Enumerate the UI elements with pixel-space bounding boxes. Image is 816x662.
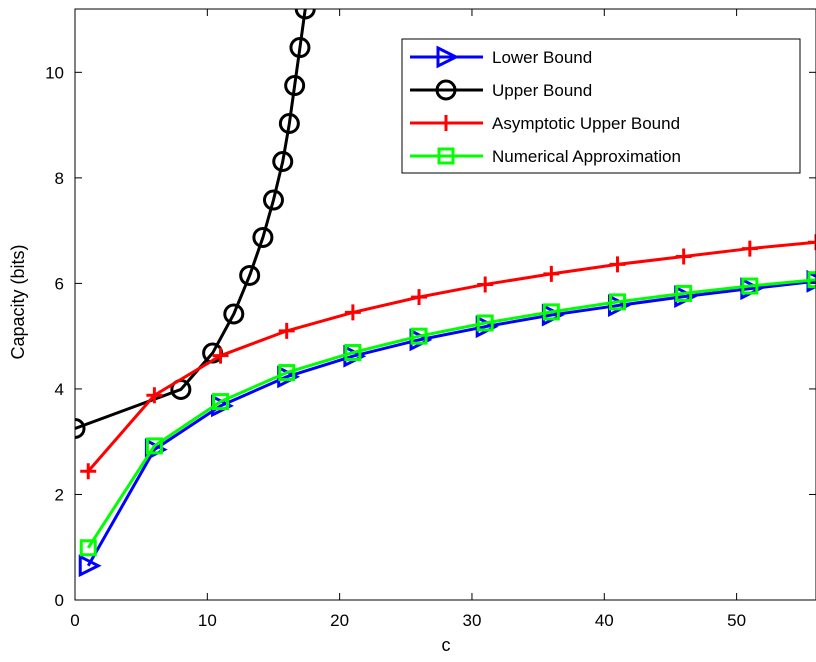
data-point — [278, 322, 295, 339]
legend-entry: Upper Bound — [410, 79, 592, 101]
data-point — [212, 393, 230, 411]
legend-marker — [435, 79, 457, 101]
legend-box — [401, 38, 801, 174]
data-point — [252, 226, 274, 248]
data-point — [79, 539, 97, 557]
legend-label: Numerical Approximation — [492, 147, 681, 166]
y-tick-label: 10 — [45, 63, 64, 82]
data-point — [741, 277, 759, 295]
data-point — [675, 284, 693, 302]
x-tick-label: 40 — [595, 611, 614, 630]
data-point — [542, 303, 560, 321]
y-tick-label: 8 — [55, 169, 64, 188]
series-line — [86, 278, 816, 549]
legend: Lower Bound Upper Bound Asymptotic Upper B… — [401, 38, 801, 174]
data-point — [609, 256, 626, 273]
data-point — [808, 234, 816, 251]
data-point — [78, 554, 102, 578]
data-point — [262, 189, 284, 211]
data-point — [543, 265, 560, 282]
legend-marker — [437, 147, 455, 165]
y-tick-label: 6 — [55, 274, 64, 293]
data-point — [807, 271, 816, 289]
series-layer — [75, 9, 816, 578]
data-point — [477, 276, 494, 293]
ticks-layer: 0 10 20 30 40 50 0 2 4 6 8 10 — [45, 9, 816, 630]
data-point — [223, 303, 245, 325]
data-point — [294, 9, 316, 20]
x-tick-label: 10 — [198, 611, 217, 630]
data-point — [476, 314, 494, 332]
data-point — [609, 293, 627, 311]
data-point — [344, 344, 362, 362]
data-point — [411, 289, 428, 306]
data-point — [278, 113, 300, 135]
x-axis-label: c — [442, 635, 451, 655]
x-tick-label: 30 — [463, 611, 482, 630]
series-line — [86, 279, 816, 567]
series-upper-bound — [75, 9, 316, 440]
legend-marker — [438, 115, 454, 131]
series-line — [87, 240, 816, 473]
series-numerical-approximation — [79, 271, 816, 557]
legend-entry: Asymptotic Upper Bound — [410, 114, 680, 133]
legend-label: Upper Bound — [492, 81, 592, 100]
data-point — [344, 304, 361, 321]
series-asymptotic-upper-bound — [80, 234, 816, 480]
y-tick-label: 2 — [55, 485, 64, 504]
data-point — [272, 150, 294, 172]
legend-entry: Numerical Approximation — [410, 147, 681, 166]
legend-label: Asymptotic Upper Bound — [492, 114, 680, 133]
data-point — [278, 364, 296, 382]
data-point — [80, 463, 97, 480]
data-point — [284, 75, 306, 97]
legend-marker — [436, 45, 460, 69]
plot-frame — [74, 8, 816, 601]
data-point — [146, 387, 163, 404]
data-point — [289, 37, 311, 59]
data-point — [410, 327, 428, 345]
x-tick-label: 50 — [727, 611, 746, 630]
data-point — [741, 240, 758, 257]
data-point — [145, 437, 163, 455]
legend-entry: Lower Bound — [410, 45, 592, 69]
data-point — [75, 418, 86, 440]
y-tick-label: 0 — [55, 591, 64, 610]
data-point — [675, 248, 692, 265]
legend-label: Lower Bound — [492, 48, 592, 67]
x-tick-label: 20 — [330, 611, 349, 630]
data-point — [212, 347, 229, 364]
x-tick-label: 0 — [70, 611, 79, 630]
data-point — [239, 264, 261, 286]
y-axis-label: Capacity (bits) — [8, 244, 28, 359]
y-tick-label: 4 — [55, 380, 64, 399]
